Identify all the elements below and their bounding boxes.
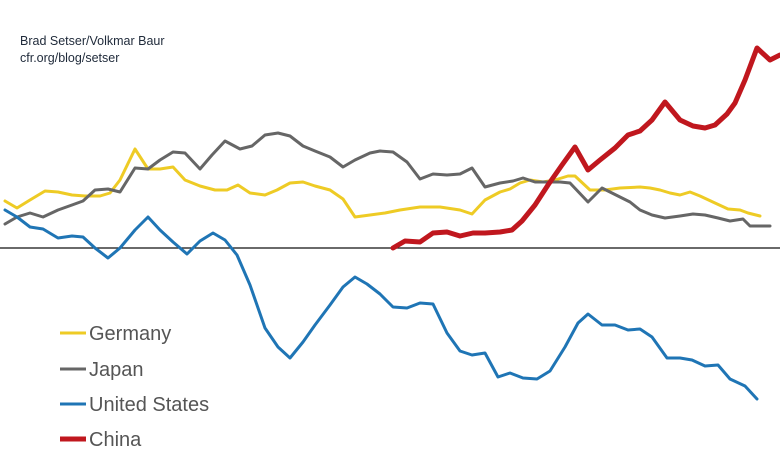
- legend-item-germany: Germany: [60, 323, 171, 345]
- legend-item-china: China: [60, 429, 142, 451]
- legend-item-united-states: United States: [60, 394, 209, 416]
- series-line-japan: [3, 131, 772, 228]
- legend-item-japan: Japan: [60, 359, 144, 381]
- series-line-china: [390, 45, 780, 251]
- series-layer: [3, 45, 780, 401]
- legend-label-japan: Japan: [89, 359, 144, 381]
- series-line-united-states: [3, 208, 759, 401]
- legend-label-china: China: [89, 429, 142, 451]
- series-line-germany: [3, 147, 762, 219]
- legend-label-germany: Germany: [89, 323, 171, 345]
- attribution: Brad Setser/Volkmar Baur cfr.org/blog/se…: [20, 33, 165, 67]
- legend: Germany Japan United States China: [60, 323, 209, 451]
- legend-label-united-states: United States: [89, 394, 209, 416]
- attribution-source: cfr.org/blog/setser: [20, 51, 120, 65]
- attribution-authors: Brad Setser/Volkmar Baur: [20, 34, 165, 48]
